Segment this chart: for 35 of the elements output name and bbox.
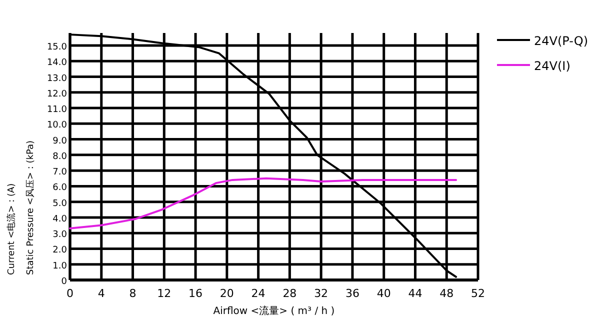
x-tick-label: 24 [251,287,266,300]
x-tick-label: 48 [440,287,454,300]
x-tick-label: 32 [314,287,328,300]
y-tick-label: 3.0 [52,230,68,240]
line-series [69,177,458,230]
y-tick-label: 4.0 [52,214,68,224]
y-tick-label: 12.0 [46,89,68,100]
x-tick-label: 28 [282,287,297,300]
y-tick-label: 11.0 [46,105,68,116]
y-tick-label: 8.0 [52,152,68,162]
y-axis-title: Static Pressure <风压> : (kPa) [25,140,36,275]
legend-label: 24V(Ⅰ) [534,59,570,73]
y-tick-label: 15.0 [46,42,68,53]
x-tick-label: 44 [408,287,422,300]
legend-label: 24V(P-Q) [534,34,588,48]
y-tick-label: 1.0 [52,261,68,272]
x-tick-label: 20 [220,287,234,300]
y-tick-label: 2.0 [52,246,68,256]
x-tick-label: 40 [376,287,391,300]
y-tick-label: 9.0 [52,136,68,146]
y-tick-label: 5.0 [52,198,68,209]
y-tick-label: 14.0 [46,58,68,68]
x-tick-label: 12 [157,287,172,300]
x-tick-label: 4 [98,287,105,300]
text: Current <电流> : (A) [6,183,17,275]
y-tick-label: 13.0 [46,74,68,84]
x-tick-label: 16 [188,287,203,300]
y-tick-label: 10.0 [46,120,68,131]
y-tick-label: 7.0 [52,168,68,178]
x-tick-label: 36 [345,287,360,300]
x-axis-title: Airflow <流量> ( m³ / h ) [213,305,335,317]
y-tick-label: 6.0 [52,183,68,194]
y-tick-label: 0 [61,277,68,287]
x-tick-label: 52 [471,287,485,300]
x-tick-label: 8 [129,287,136,300]
